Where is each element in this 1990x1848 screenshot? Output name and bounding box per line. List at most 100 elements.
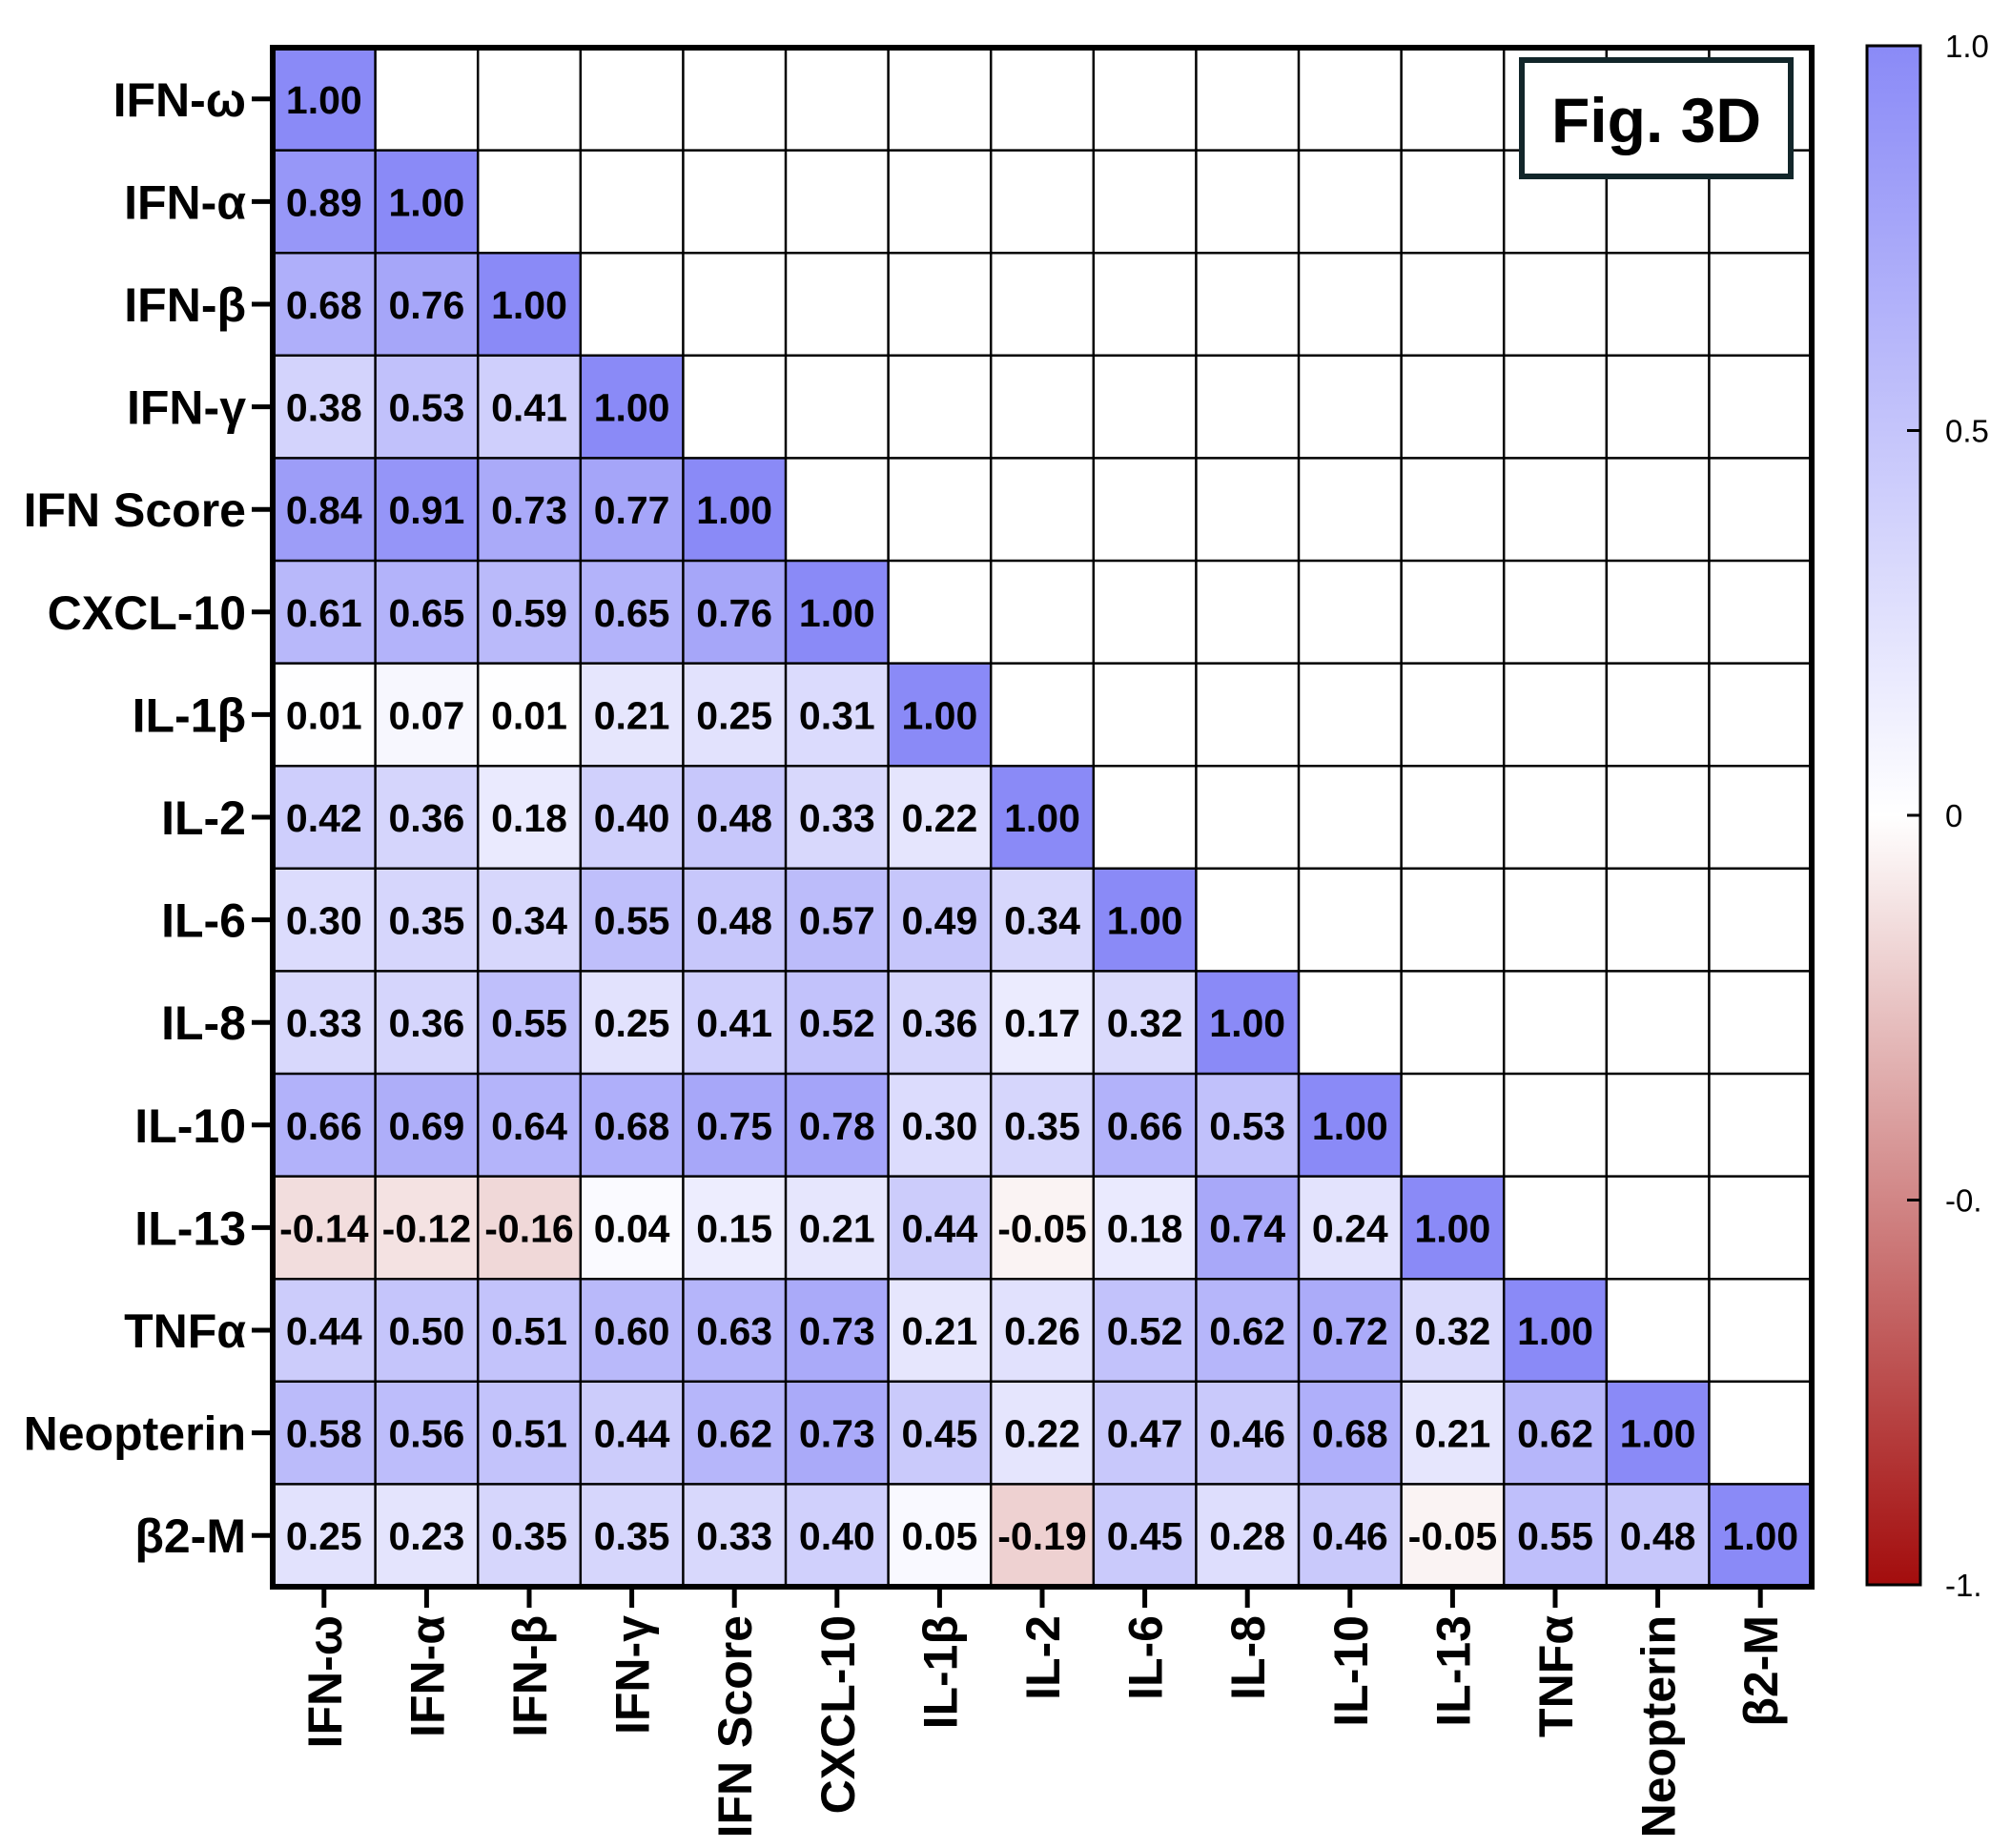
values-layer: 1.00 0.89 1.00 0.68 0.76 1.00 0.38 0.53 0.41 1.00… <box>279 78 1798 1558</box>
cell-value-label: 0.55 <box>1517 1514 1593 1558</box>
cell-value-label: 0.68 <box>286 283 362 327</box>
colorbar-tick-label: 0 <box>1945 798 1962 833</box>
heatmap-cell <box>1196 1279 1299 1382</box>
column-label: IL-13 <box>1426 1615 1480 1727</box>
heatmap-cell <box>786 561 889 664</box>
row-label: IL-8 <box>161 996 246 1050</box>
cell-value-label: 0.66 <box>286 1104 362 1148</box>
heatmap-cell <box>786 971 889 1074</box>
column-label: IFN-ω <box>298 1615 352 1748</box>
heatmap-cell <box>478 663 581 767</box>
cell-value-label: 0.32 <box>1107 1001 1183 1045</box>
heatmap-cell <box>1093 1484 1197 1587</box>
heatmap-cell <box>1196 1484 1299 1587</box>
heatmap-cell <box>1299 1381 1402 1485</box>
cell-value-label: 0.59 <box>491 591 567 635</box>
cell-value-label: 0.69 <box>388 1104 464 1148</box>
cell-value-label: 0.26 <box>1004 1309 1080 1353</box>
heatmap-cell <box>991 868 1094 972</box>
row-label: TNFα <box>124 1304 246 1358</box>
heatmap-cell <box>273 355 376 459</box>
heatmap-cell <box>888 663 992 767</box>
cell-value-label: 0.51 <box>491 1309 567 1353</box>
cell-value-label: 0.46 <box>1312 1514 1388 1558</box>
cell-value-label: 0.72 <box>1312 1309 1388 1353</box>
cell-value-label: 0.01 <box>286 693 362 737</box>
cell-value-label: -0.14 <box>279 1206 369 1250</box>
cell-value-label: 0.89 <box>286 180 362 224</box>
heatmap-cell <box>1401 1484 1505 1587</box>
heatmap-cell <box>580 766 684 869</box>
heatmap-cell <box>683 561 786 664</box>
heatmap-cell <box>580 663 684 767</box>
heatmap-cell <box>375 1484 479 1587</box>
row-label: IL-2 <box>161 791 246 845</box>
heatmap-cell <box>991 971 1094 1074</box>
cell-value-label: 0.35 <box>594 1514 670 1558</box>
cell-value-label: 0.84 <box>286 488 362 532</box>
heatmap-cell <box>375 1381 479 1485</box>
cell-value-label: 0.07 <box>388 693 464 737</box>
cell-value-label: 0.21 <box>901 1309 977 1353</box>
heatmap-cell <box>580 1074 684 1177</box>
cell-value-label: 0.47 <box>1107 1412 1183 1456</box>
heatmap-cell <box>375 561 479 664</box>
heatmap-cell <box>786 1279 889 1382</box>
cell-value-label: 0.34 <box>1004 899 1080 943</box>
heatmap-cell <box>375 1074 479 1177</box>
cell-value-label: 1.00 <box>799 591 875 635</box>
row-label: IL-13 <box>134 1201 246 1255</box>
cell-value-label: 0.40 <box>799 1514 875 1558</box>
heatmap-cell <box>580 355 684 459</box>
cell-value-label: 1.00 <box>1107 899 1183 943</box>
heatmap-cell <box>1299 1279 1402 1382</box>
colorbar: 1.0 0.5 0 -0. -1. <box>1865 29 1989 1603</box>
cell-value-label: 1.00 <box>1004 796 1080 840</box>
cell-value-label: 0.78 <box>799 1104 875 1148</box>
row-label: CXCL-10 <box>48 586 246 640</box>
heatmap-cell <box>786 868 889 972</box>
cell-value-label: 0.65 <box>594 591 670 635</box>
heatmap-cell <box>888 1484 992 1587</box>
heatmap-cell <box>888 1176 992 1280</box>
cell-value-label: 0.25 <box>696 693 772 737</box>
heatmap-cell <box>1093 1074 1197 1177</box>
cell-value-label: 0.48 <box>696 796 772 840</box>
cell-value-label: 0.25 <box>286 1514 362 1558</box>
heatmap-cell <box>1299 1074 1402 1177</box>
row-label: IFN-ω <box>113 73 246 127</box>
cell-value-label: 1.00 <box>696 488 772 532</box>
cell-value-label: 0.21 <box>594 693 670 737</box>
heatmap-cell <box>478 766 581 869</box>
cell-value-label: 0.21 <box>1414 1412 1490 1456</box>
cell-value-label: 0.41 <box>696 1001 772 1045</box>
cell-value-label: 0.50 <box>388 1309 464 1353</box>
row-label: β2-M <box>134 1509 246 1563</box>
cell-value-label: 0.42 <box>286 796 362 840</box>
heatmap-cell <box>1401 1176 1505 1280</box>
heatmap-cell <box>273 561 376 664</box>
cell-value-label: 0.46 <box>1209 1412 1285 1456</box>
heatmap-cell <box>478 971 581 1074</box>
cell-value-label: 0.15 <box>696 1206 772 1250</box>
heatmap-cell <box>683 663 786 767</box>
heatmap-cell <box>478 253 581 356</box>
heatmap-cell <box>1504 1381 1607 1485</box>
cell-value-label: 0.57 <box>799 899 875 943</box>
cell-value-label: 0.18 <box>1107 1206 1183 1250</box>
colorbar-tick-label: 0.5 <box>1945 414 1989 449</box>
cell-value-label: -0.05 <box>997 1206 1086 1250</box>
heatmap-cell <box>273 1279 376 1382</box>
heatmap-cell <box>375 150 479 254</box>
cell-value-label: 0.62 <box>1209 1309 1285 1353</box>
heatmap-cell <box>478 868 581 972</box>
heatmap-cell <box>273 253 376 356</box>
heatmap-cell <box>1196 971 1299 1074</box>
cell-value-label: 0.55 <box>491 1001 567 1045</box>
heatmap-cell <box>991 1381 1094 1485</box>
cell-value-label: 0.74 <box>1209 1206 1285 1250</box>
cell-value-label: 1.00 <box>491 283 567 327</box>
heatmap-cell <box>991 1074 1094 1177</box>
heatmap-cell <box>273 48 376 151</box>
heatmap-cell <box>683 1176 786 1280</box>
